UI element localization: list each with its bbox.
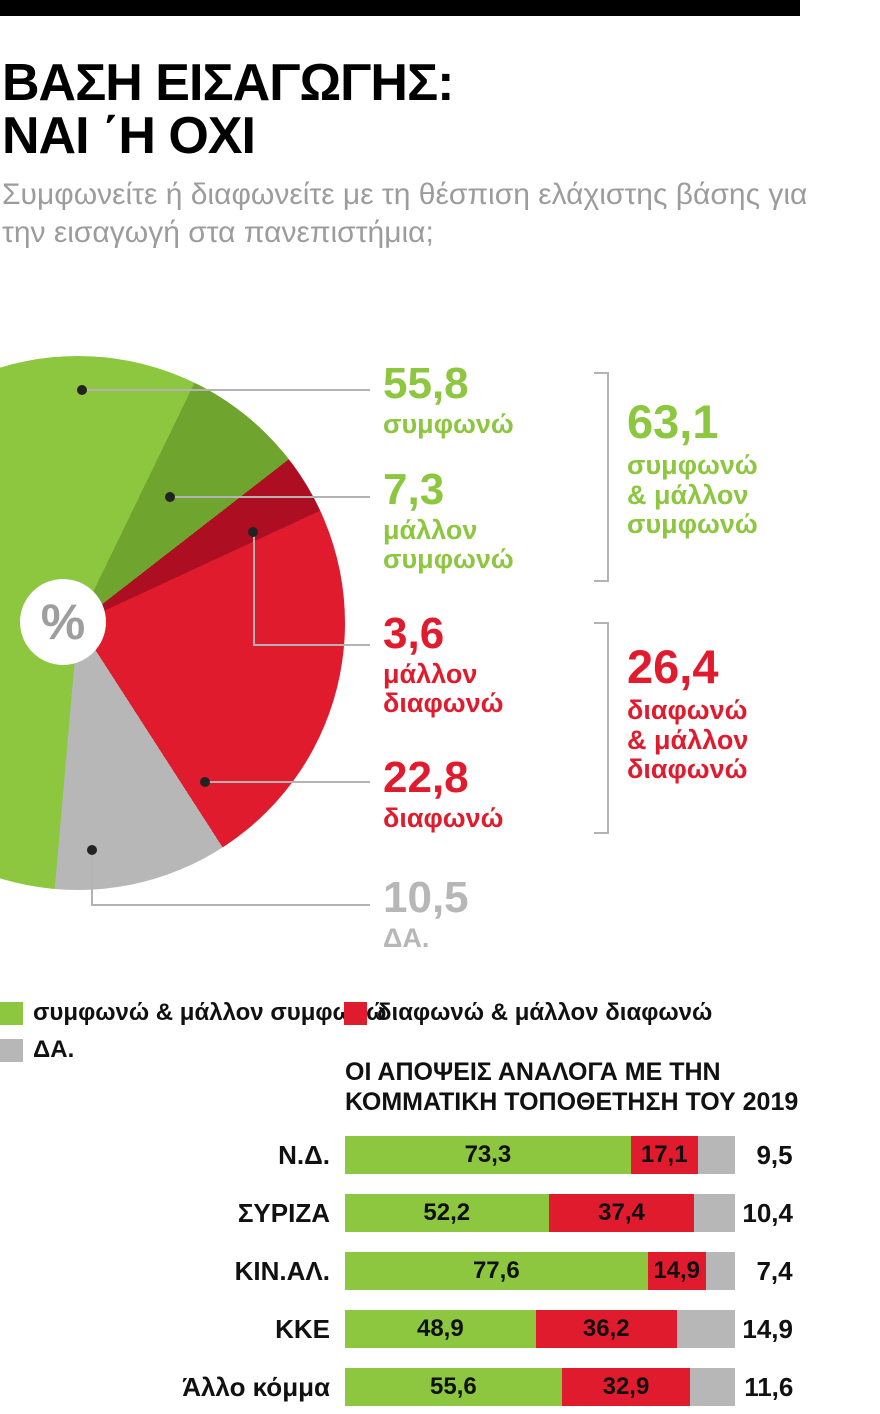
callout-line xyxy=(91,904,370,906)
legend-label: συμφωνώ & μάλλον συμφωνώ xyxy=(33,999,387,1026)
bar-track: 73,3 17,1 xyxy=(345,1136,735,1174)
callout-dot xyxy=(77,385,87,395)
bar-segment-green: 48,9 xyxy=(345,1310,536,1348)
gray-value-label: 10,4 xyxy=(742,1197,793,1228)
pie-value: 22,8 xyxy=(383,753,469,802)
gray-value-label: 7,4 xyxy=(756,1255,793,1286)
bar-segment-gray xyxy=(697,1136,735,1174)
group-bracket-disagree xyxy=(594,622,609,834)
gray-value-label: 9,5 xyxy=(756,1139,793,1170)
legend-swatch-red xyxy=(344,1001,367,1025)
bar-segment-green: 73,3 xyxy=(345,1136,631,1174)
pie-slice-name: μάλλον συμφωνώ xyxy=(383,515,514,574)
pie-slice-name: συμφωνώ xyxy=(383,409,514,439)
callout-line xyxy=(86,389,370,391)
callout-line xyxy=(91,853,93,906)
group-total-disagree: 26,4 διαφωνώ & μάλλον διαφωνώ xyxy=(627,643,748,785)
bar-segment-gray xyxy=(690,1368,736,1406)
pie-value: 10,5 xyxy=(383,873,469,922)
party-label: ΚΙΝ.ΑΛ. xyxy=(234,1255,330,1286)
bar-row: Ν.Δ. 73,3 17,1 9,5 xyxy=(0,1136,880,1174)
bar-row: ΣΥΡΙΖΑ 52,2 37,4 10,4 xyxy=(0,1194,880,1232)
party-label: ΚΚΕ xyxy=(275,1313,330,1344)
pie-label-disagree: 22,8 διαφωνώ xyxy=(383,756,528,833)
bar-row: ΚΙΝ.ΑΛ. 77,6 14,9 7,4 xyxy=(0,1252,880,1290)
legend-label: διαφωνώ & μάλλον διαφωνώ xyxy=(377,999,713,1026)
pie-value: 7,3 xyxy=(383,465,445,514)
bar-segment-red: 32,9 xyxy=(561,1368,691,1406)
gray-value-label: 11,6 xyxy=(744,1371,794,1402)
percent-label: % xyxy=(40,594,86,650)
callout-dot xyxy=(200,777,210,787)
legend-swatch-green xyxy=(0,1001,23,1025)
bar-segment-green: 52,2 xyxy=(345,1194,549,1232)
group-label: διαφωνώ & μάλλον διαφωνώ xyxy=(627,695,749,785)
party-label: ΣΥΡΙΖΑ xyxy=(237,1197,330,1228)
group-value: 63,1 xyxy=(627,395,719,448)
bar-track: 48,9 36,2 xyxy=(345,1310,735,1348)
gray-value-label: 14,9 xyxy=(742,1313,793,1344)
page-title: ΒΑΣΗ ΕΙΣΑΓΩΓΗΣ: ΝΑΙ ΄Η ΟΧΙ xyxy=(2,53,454,165)
legend-item-disagree: διαφωνώ & μάλλον διαφωνώ xyxy=(344,999,712,1027)
party-label: Άλλο κόμμα xyxy=(182,1371,330,1402)
bar-segment-red: 37,4 xyxy=(548,1194,695,1232)
title-line-1: ΒΑΣΗ ΕΙΣΑΓΩΓΗΣ: xyxy=(2,53,454,112)
pie-label-rather-disagree: 3,6 μάλλον διαφωνώ xyxy=(383,612,528,718)
group-value: 26,4 xyxy=(627,640,719,693)
party-label: Ν.Δ. xyxy=(278,1139,330,1170)
callout-dot xyxy=(165,492,175,502)
title-line-2: ΝΑΙ ΄Η ΟΧΙ xyxy=(2,106,256,165)
group-bracket-agree xyxy=(594,372,609,582)
callout-dot xyxy=(248,527,258,537)
legend-item-dk: ΔΑ. xyxy=(0,1036,74,1064)
bar-segment-gray xyxy=(694,1194,735,1232)
pie-slice-name: μάλλον διαφωνώ xyxy=(383,659,504,718)
legend-label: ΔΑ. xyxy=(33,1036,75,1063)
pie-slice-name: ΔΑ. xyxy=(383,923,430,953)
legend-swatch-gray xyxy=(0,1038,23,1062)
bar-segment-green: 55,6 xyxy=(345,1368,562,1406)
pie-value: 3,6 xyxy=(383,609,445,658)
bar-segment-green: 77,6 xyxy=(345,1252,648,1290)
bar-segment-gray xyxy=(705,1252,735,1290)
top-accent-bar xyxy=(0,0,800,16)
bar-rows: Ν.Δ. 73,3 17,1 9,5 ΣΥΡΙΖΑ 52,2 37,4 10,4 ΚΙΝ.ΑΛ.… xyxy=(0,1136,880,1414)
callout-dot xyxy=(87,845,97,855)
percent-badge: % xyxy=(20,579,106,665)
callout-line xyxy=(174,496,370,498)
callout-line xyxy=(253,644,370,646)
pie-value: 55,8 xyxy=(383,359,469,408)
bar-segment-red: 36,2 xyxy=(535,1310,677,1348)
group-label: συμφωνώ & μάλλον συμφωνώ xyxy=(627,450,758,540)
bar-row: Άλλο κόμμα 55,6 32,9 11,6 xyxy=(0,1368,880,1406)
group-total-agree: 63,1 συμφωνώ & μάλλον συμφωνώ xyxy=(627,398,758,540)
pie-label-dk: 10,5 ΔΑ. xyxy=(383,876,528,953)
pie-label-agree: 55,8 συμφωνώ xyxy=(383,362,528,439)
bar-segment-red: 14,9 xyxy=(647,1252,706,1290)
bar-segment-gray xyxy=(676,1310,735,1348)
legend-item-agree: συμφωνώ & μάλλον συμφωνώ xyxy=(0,999,386,1027)
bar-track: 55,6 32,9 xyxy=(345,1368,736,1406)
bar-chart-title: ΟΙ ΑΠΟΨΕΙΣ ΑΝΑΛΟΓΑ ΜΕ ΤΗΝ ΚΟΜΜΑΤΙΚΗ ΤΟΠΟ… xyxy=(345,1058,799,1116)
pie-slice-name: διαφωνώ xyxy=(383,803,504,833)
callout-line xyxy=(209,781,370,783)
bar-segment-red: 17,1 xyxy=(630,1136,698,1174)
bar-track: 52,2 37,4 xyxy=(345,1194,735,1232)
bar-track: 77,6 14,9 xyxy=(345,1252,735,1290)
bar-row: ΚΚΕ 48,9 36,2 14,9 xyxy=(0,1310,880,1348)
pie-label-rather-agree: 7,3 μάλλον συμφωνώ xyxy=(383,468,528,574)
subtitle: Συμφωνείτε ή διαφωνείτε με τη θέσπιση ελ… xyxy=(2,178,808,249)
callout-line xyxy=(253,532,255,646)
